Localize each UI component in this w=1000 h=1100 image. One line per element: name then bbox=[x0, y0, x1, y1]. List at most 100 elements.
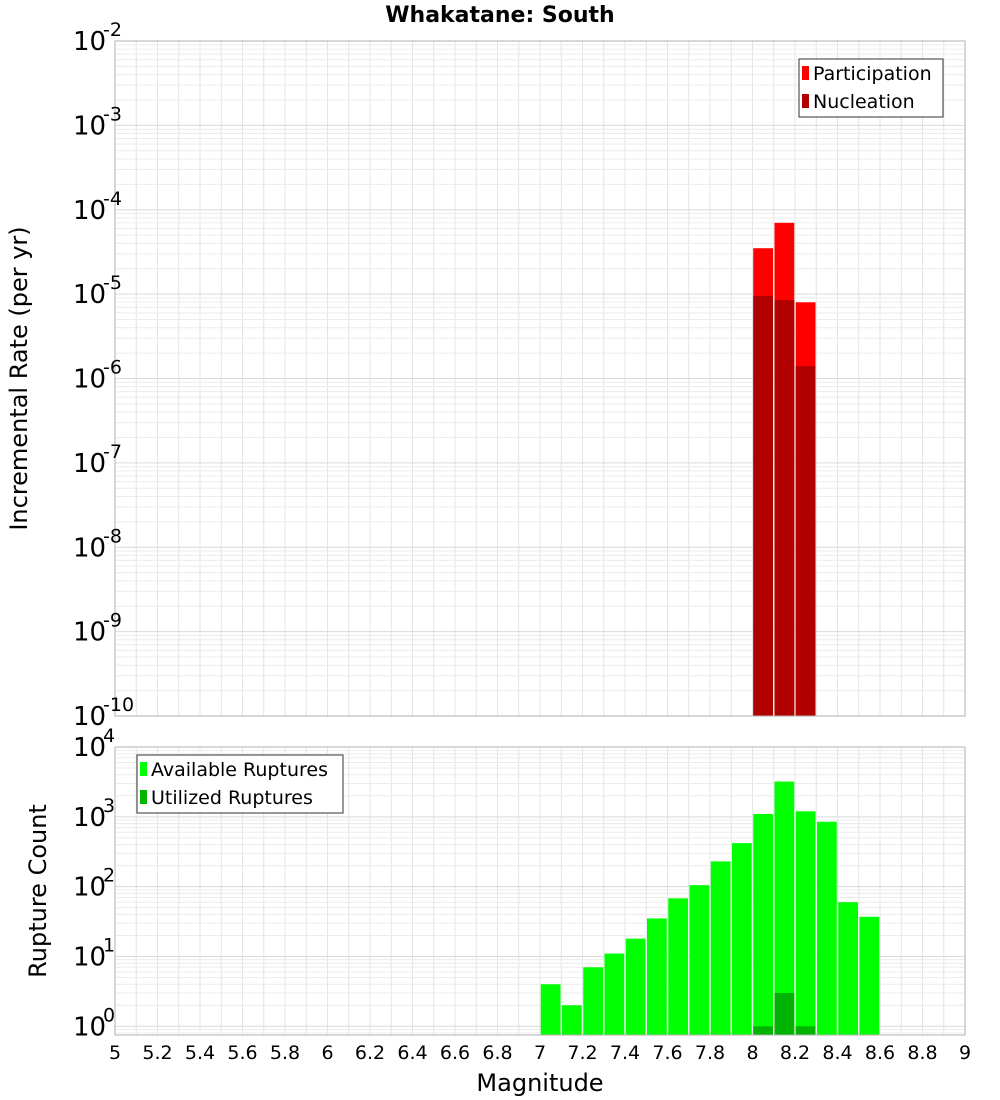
bar bbox=[753, 813, 773, 1035]
legend-swatch bbox=[802, 66, 809, 80]
x-tick-label: 7 bbox=[534, 1042, 546, 1064]
plot-frame bbox=[114, 746, 966, 1036]
x-tick-label: 5.4 bbox=[185, 1042, 215, 1064]
x-tick-label: 9 bbox=[959, 1042, 971, 1064]
y-tick-exponent: 1 bbox=[103, 934, 115, 956]
bar bbox=[774, 300, 795, 716]
x-tick-label: 8.4 bbox=[822, 1042, 852, 1064]
legend-swatch bbox=[140, 790, 147, 804]
y-tick-label: 10 bbox=[73, 942, 106, 972]
y-tick-exponent: 2 bbox=[103, 865, 115, 887]
rate-panel: 10-1010-910-810-710-610-510-410-310-2Inc… bbox=[5, 19, 966, 732]
y-tick-label: 10 bbox=[73, 533, 106, 563]
x-tick-label: 6 bbox=[321, 1042, 333, 1064]
x-tick-label: 6.4 bbox=[397, 1042, 427, 1064]
y-tick-label: 10 bbox=[73, 1012, 106, 1042]
y-tick-exponent: -3 bbox=[103, 103, 122, 125]
bar bbox=[583, 967, 603, 1035]
y-tick-label: 10 bbox=[73, 27, 106, 57]
x-tick-label: 5 bbox=[109, 1042, 121, 1064]
bar bbox=[625, 938, 646, 1035]
chart-title: Whakatane: South bbox=[385, 3, 614, 28]
y-tick-exponent: -6 bbox=[103, 357, 122, 379]
y-tick-exponent: -7 bbox=[103, 441, 122, 463]
y-tick-exponent: -10 bbox=[103, 694, 134, 716]
legend-box bbox=[798, 58, 944, 118]
x-tick-label: 7.2 bbox=[567, 1042, 597, 1064]
y-tick-label: 10 bbox=[73, 196, 106, 226]
series-utilized-ruptures bbox=[753, 992, 816, 1035]
bar bbox=[795, 811, 816, 1035]
bar bbox=[689, 885, 710, 1035]
bar bbox=[753, 1026, 773, 1035]
bar bbox=[795, 1026, 816, 1035]
y-tick-label: 10 bbox=[73, 873, 106, 903]
x-tick-label: 7.6 bbox=[652, 1042, 682, 1064]
y-tick-exponent: 3 bbox=[103, 795, 115, 817]
y-tick-label: 10 bbox=[73, 803, 106, 833]
legend-label: Utilized Ruptures bbox=[151, 787, 313, 809]
y-tick-label: 10 bbox=[73, 111, 106, 141]
x-axis-title: Magnitude bbox=[476, 1069, 603, 1097]
x-tick-label: 6.2 bbox=[355, 1042, 385, 1064]
bar bbox=[710, 861, 731, 1035]
x-tick-label: 7.8 bbox=[695, 1042, 725, 1064]
y-tick-exponent: -4 bbox=[103, 188, 122, 210]
y-tick-label: 10 bbox=[73, 365, 106, 395]
legend-label: Available Ruptures bbox=[151, 759, 328, 781]
plot-frame bbox=[114, 40, 966, 717]
series-available-ruptures bbox=[540, 781, 880, 1035]
x-tick-label: 8 bbox=[746, 1042, 758, 1064]
bar bbox=[668, 898, 688, 1035]
y-tick-exponent: -9 bbox=[103, 610, 122, 632]
y-axis-title: Incremental Rate (per yr) bbox=[5, 226, 33, 530]
bar bbox=[838, 902, 858, 1035]
y-tick-label: 10 bbox=[73, 733, 106, 763]
bar bbox=[562, 1005, 582, 1035]
legend: Participation Nucleation bbox=[798, 58, 944, 118]
x-tick-label: 6.6 bbox=[440, 1042, 470, 1064]
bar bbox=[817, 821, 837, 1035]
bar bbox=[774, 781, 795, 1035]
bar bbox=[795, 366, 816, 716]
legend-swatch bbox=[802, 94, 809, 108]
x-tick-label: 8.2 bbox=[780, 1042, 810, 1064]
x-tick-label: 6.8 bbox=[482, 1042, 512, 1064]
bar bbox=[774, 992, 795, 1035]
legend-label: Nucleation bbox=[813, 91, 915, 113]
x-axis-ticks: 5 5.2 5.4 5.6 5.8 6 6.2 6.4 6.6 6.8 7 7.2 7.4 7.6 7.8 8… bbox=[109, 1042, 971, 1064]
y-tick-label: 10 bbox=[73, 618, 106, 648]
y-axis-title: Rupture Count bbox=[24, 804, 52, 978]
legend-box bbox=[136, 754, 344, 814]
x-tick-label: 5.2 bbox=[142, 1042, 172, 1064]
x-tick-label: 5.8 bbox=[270, 1042, 300, 1064]
bar bbox=[604, 953, 625, 1035]
y-tick-label: 10 bbox=[73, 702, 106, 732]
y-tick-exponent: 4 bbox=[103, 725, 115, 747]
y-tick-exponent: -2 bbox=[103, 19, 122, 41]
y-tick-exponent: -5 bbox=[103, 272, 122, 294]
x-tick-label: 7.4 bbox=[610, 1042, 640, 1064]
x-tick-label: 8.8 bbox=[907, 1042, 937, 1064]
grid bbox=[114, 41, 966, 717]
series-nucleation bbox=[753, 296, 816, 716]
y-tick-label: 10 bbox=[73, 280, 106, 310]
x-tick-label: 5.6 bbox=[227, 1042, 257, 1064]
y-tick-exponent: -8 bbox=[103, 525, 122, 547]
bar bbox=[859, 916, 880, 1035]
bar bbox=[753, 296, 773, 716]
bar bbox=[647, 918, 667, 1035]
legend: Available Ruptures Utilized Ruptures bbox=[136, 754, 344, 814]
bar bbox=[732, 843, 752, 1035]
legend-swatch bbox=[140, 762, 147, 776]
y-tick-label: 10 bbox=[73, 449, 106, 479]
legend-label: Participation bbox=[813, 63, 932, 85]
x-tick-label: 8.6 bbox=[865, 1042, 895, 1064]
y-tick-exponent: 0 bbox=[103, 1004, 115, 1026]
bar bbox=[540, 984, 561, 1035]
